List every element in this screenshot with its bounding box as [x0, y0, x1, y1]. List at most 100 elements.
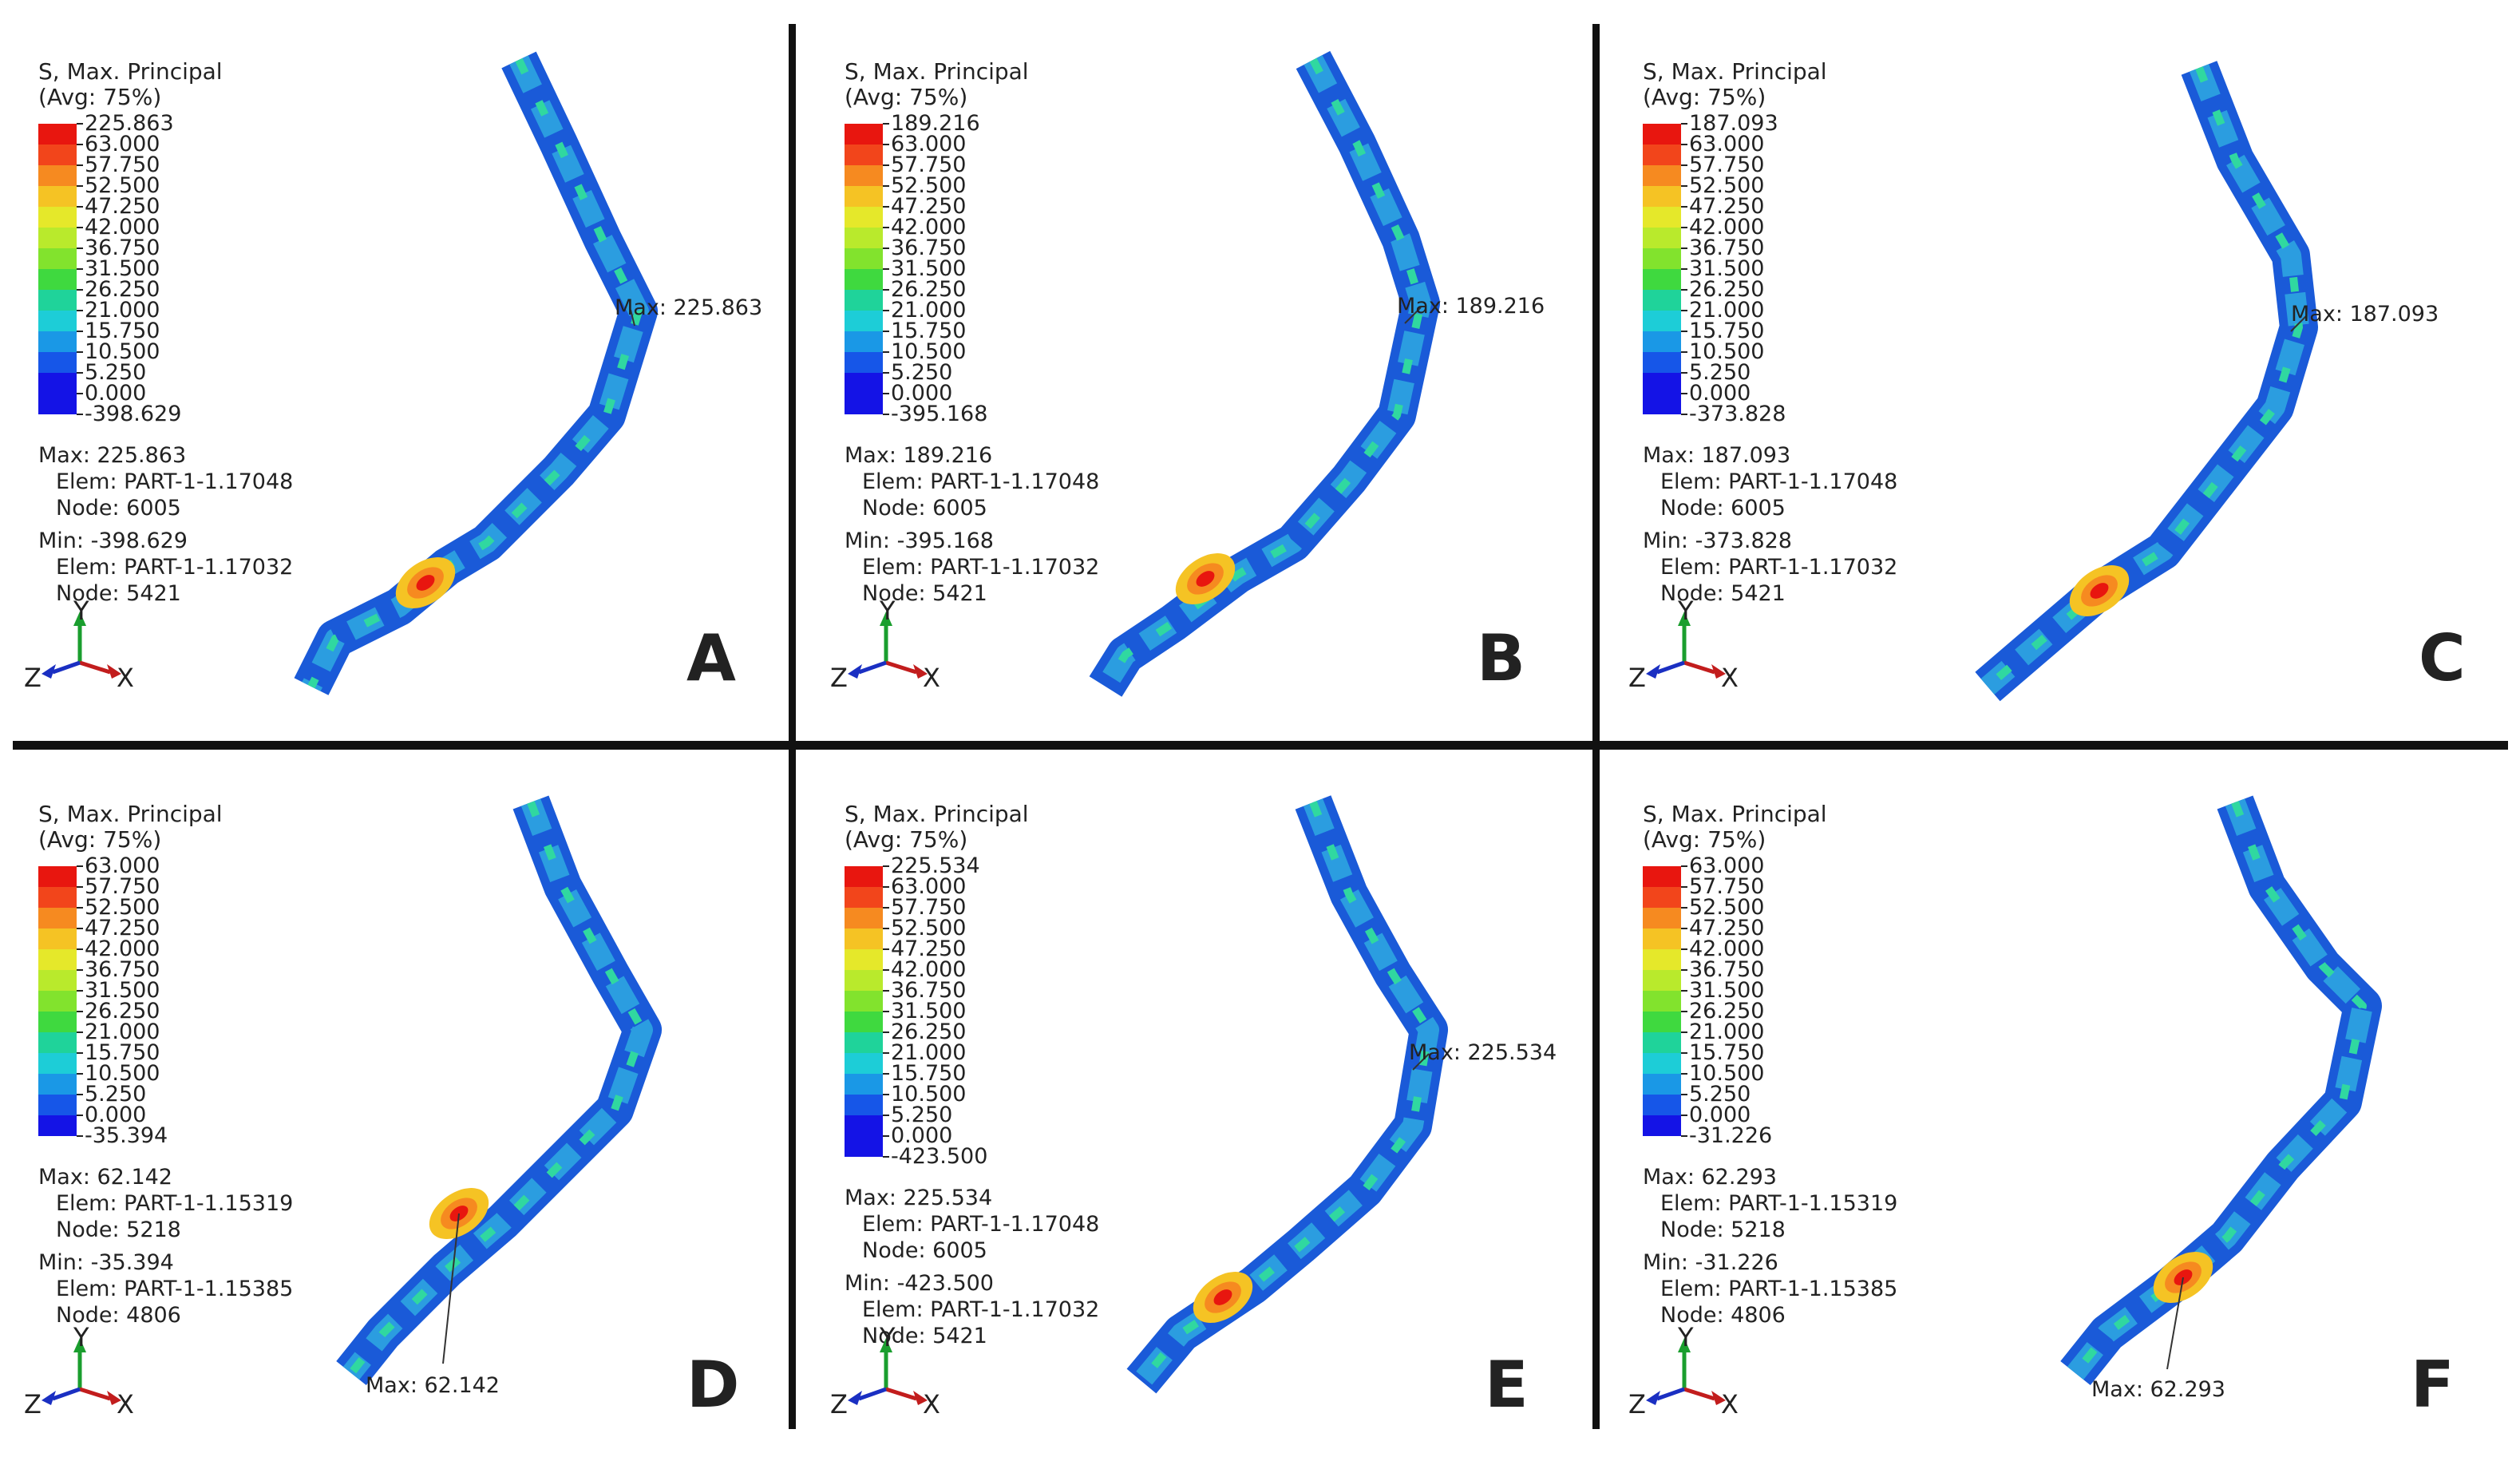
legend-tick [883, 1073, 889, 1075]
legend-averaging: (Avg: 75%) [845, 84, 968, 110]
legend-tick [77, 969, 83, 971]
legend-value: 36.750 [85, 236, 160, 260]
max-marker-label: Max: 62.142 [366, 1373, 500, 1398]
artery-outer [1975, 61, 2318, 702]
legend-title: S, Max. Principal (Avg: 75%) [1643, 802, 1827, 853]
legend-value: 31.500 [85, 978, 160, 1003]
legend-tick [1681, 393, 1687, 394]
legend-swatch [38, 269, 77, 290]
legend-value: 57.750 [85, 874, 160, 899]
axis-triad: Y Z X [830, 1322, 942, 1424]
legend-swatch [845, 1053, 883, 1074]
legend-tick [1681, 206, 1687, 208]
legend-tick [1681, 1073, 1687, 1075]
legend-swatch [845, 394, 883, 414]
legend-tick [77, 865, 83, 867]
legend-tick [1681, 227, 1687, 228]
legend-tick [883, 227, 889, 228]
vertical-divider-left [789, 24, 796, 1429]
legend-averaging: (Avg: 75%) [845, 826, 968, 853]
legend-tick [77, 414, 83, 415]
axis-x-label: X [923, 663, 940, 693]
legend-tick [883, 990, 889, 992]
legend-value: 52.500 [85, 895, 160, 920]
legend-swatch [38, 866, 77, 887]
legend-value: 0.000 [85, 1103, 147, 1127]
artery-mid [2067, 798, 2373, 1380]
legend-value: 0.000 [891, 1123, 953, 1148]
panel-b: S, Max. Principal (Avg: 75%) 189.216 63.000… [806, 0, 1604, 711]
legend-value: 21.000 [1689, 1020, 1765, 1044]
max-value: Max: 62.142 [38, 1165, 172, 1190]
legend-value: 5.250 [1689, 360, 1751, 385]
legend-averaging: (Avg: 75%) [1643, 826, 1766, 853]
max-element: Elem: PART-1-1.17048 [862, 469, 1100, 494]
legend-tick [77, 247, 83, 249]
legend-swatch [1643, 124, 1681, 145]
legend-value: 31.500 [891, 999, 967, 1023]
legend-swatch [845, 248, 883, 269]
legend-value: 52.500 [1689, 173, 1765, 198]
legend-tick [1681, 247, 1687, 249]
max-leader-line [2166, 1277, 2184, 1370]
legend-value: 63.000 [85, 853, 160, 878]
legend-tick [77, 310, 83, 311]
max-marker-label: Max: 225.534 [1409, 1040, 1557, 1065]
axis-triad-icon [848, 1338, 928, 1405]
legend-swatch [38, 352, 77, 373]
artery-mid [1096, 54, 1431, 692]
legend-swatch [845, 228, 883, 248]
legend-swatch [845, 1032, 883, 1053]
legend-value: 15.750 [891, 319, 967, 343]
min-element: Elem: PART-1-1.17032 [56, 555, 294, 580]
legend-value: 5.250 [1689, 1082, 1751, 1107]
legend-tick [1681, 1115, 1687, 1116]
legend-title: S, Max. Principal (Avg: 75%) [1643, 59, 1827, 110]
artery-mid [1133, 798, 1439, 1388]
legend-swatch [1643, 1074, 1681, 1095]
legend-value: 63.000 [891, 874, 967, 899]
min-value: Min: -423.500 [845, 1271, 994, 1296]
legend-value: 36.750 [1689, 957, 1765, 982]
legend-swatch [1643, 1012, 1681, 1032]
legend-value: 52.500 [891, 173, 967, 198]
min-value: Min: -395.168 [845, 529, 994, 553]
legend-value: 57.750 [1689, 874, 1765, 899]
legend-title: S, Max. Principal (Avg: 75%) [845, 59, 1029, 110]
hotspot-ring-2 [1196, 571, 1215, 587]
extremes-info: Max: 62.142 Elem: PART-1-1.15319 Node: 5… [38, 1164, 293, 1328]
legend-tick [1681, 123, 1687, 125]
legend-swatch [845, 1115, 883, 1136]
axis-x-label: X [923, 1389, 940, 1419]
legend-value: -35.394 [85, 1123, 168, 1148]
legend-tick [1681, 1094, 1687, 1095]
legend-tick [77, 289, 83, 291]
legend-tick [1681, 310, 1687, 311]
legend-tick [77, 1031, 83, 1033]
legend-swatch [38, 290, 77, 311]
axis-y-label: Y [880, 1322, 896, 1352]
max-marker-label: Max: 187.093 [2291, 302, 2439, 327]
legend-value: 225.863 [85, 111, 174, 136]
legend-swatch [38, 165, 77, 186]
legend-tick [77, 164, 83, 166]
legend-swatch [38, 331, 77, 352]
vertical-divider-right [1592, 24, 1600, 1429]
legend-swatch [1643, 165, 1681, 186]
legend-swatch [845, 1095, 883, 1115]
legend-tick [77, 1094, 83, 1095]
legend-value: 42.000 [891, 215, 967, 240]
legend-swatch [38, 1074, 77, 1095]
legend-tick [883, 164, 889, 166]
legend-swatch [38, 124, 77, 145]
legend-value: 63.000 [891, 132, 967, 156]
axis-y-label: Y [1678, 1322, 1694, 1352]
legend-swatch [845, 269, 883, 290]
legend-value: -31.226 [1689, 1123, 1773, 1148]
artery-inner [348, 801, 647, 1376]
legend-swatch [38, 970, 77, 991]
legend-swatch [38, 1095, 77, 1115]
legend-value: 10.500 [1689, 339, 1765, 364]
min-node: Node: 5421 [56, 581, 181, 606]
max-node: Node: 5218 [1660, 1218, 1786, 1242]
